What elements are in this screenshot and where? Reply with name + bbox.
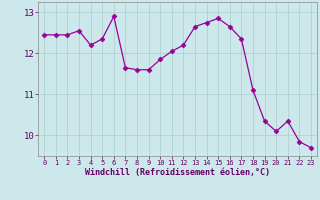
X-axis label: Windchill (Refroidissement éolien,°C): Windchill (Refroidissement éolien,°C) bbox=[85, 168, 270, 177]
